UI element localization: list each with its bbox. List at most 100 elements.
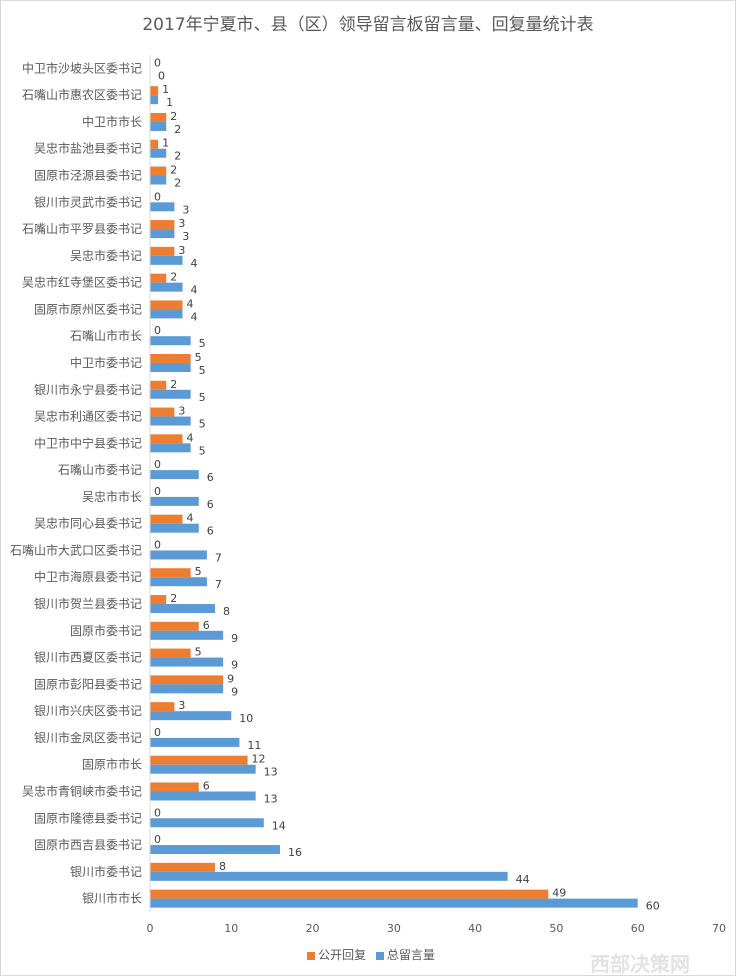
bar-total [150, 711, 232, 721]
category-label: 固原市西吉县委书记 [34, 837, 142, 852]
data-label-total: 3 [182, 230, 189, 243]
bar-total [150, 550, 207, 560]
bar-total [150, 389, 191, 399]
category-label: 吴忠市红寺堡区委书记 [22, 275, 142, 290]
bar-total [150, 657, 224, 667]
data-label-total: 44 [516, 873, 530, 886]
data-label-reply: 4 [187, 512, 194, 525]
category-label: 吴忠市盐池县委书记 [34, 141, 142, 156]
data-label-reply: 4 [187, 297, 194, 310]
x-tick-label: 50 [549, 922, 563, 935]
bar-reply [150, 353, 191, 363]
bar-reply [150, 568, 191, 578]
data-label-reply: 6 [203, 619, 210, 632]
category-label: 中卫市市长 [82, 114, 142, 129]
data-label-reply: 0 [154, 806, 161, 819]
category-label: 中卫市海原县委书记 [34, 569, 142, 584]
bar-reply [150, 782, 199, 792]
data-label-reply: 0 [154, 458, 161, 471]
bar-total [150, 175, 167, 185]
data-label-reply: 2 [170, 164, 177, 177]
data-label-reply: 2 [170, 378, 177, 391]
bar-reply [150, 273, 167, 283]
data-label-reply: 2 [170, 271, 177, 284]
data-label-reply: 0 [154, 485, 161, 498]
category-label: 石嘴山市平罗县委书记 [22, 221, 142, 236]
bar-reply [150, 514, 183, 524]
bar-total [150, 871, 508, 881]
data-label-total: 3 [182, 203, 189, 216]
category-label: 固原市泾源县委书记 [34, 168, 142, 183]
data-label-total: 5 [199, 364, 206, 377]
category-label: 中卫市委书记 [70, 355, 142, 370]
data-label-reply: 49 [552, 887, 566, 900]
data-label-reply: 0 [154, 324, 161, 337]
data-label-reply: 2 [170, 592, 177, 605]
data-label-total: 9 [231, 685, 238, 698]
bar-total [150, 845, 281, 855]
legend-label-total: 总留言量 [386, 948, 435, 962]
data-label-reply: 5 [195, 565, 202, 578]
bar-reply [150, 648, 191, 658]
bar-reply [150, 112, 167, 122]
data-label-reply: 0 [154, 726, 161, 739]
data-label-total: 60 [646, 900, 660, 913]
bar-total [150, 282, 183, 292]
bar-total [150, 229, 175, 239]
bar-total [150, 898, 638, 908]
category-label: 固原市彭阳县委书记 [34, 676, 142, 691]
data-label-reply: 0 [154, 538, 161, 551]
legend-swatch-total [375, 951, 384, 960]
data-label-total: 6 [207, 471, 214, 484]
data-label-total: 7 [215, 578, 222, 591]
category-label: 银川市灵武市委书记 [34, 194, 142, 209]
data-label-total: 7 [215, 551, 222, 564]
bar-reply [150, 434, 183, 444]
data-label-reply: 3 [178, 244, 185, 257]
bar-total [150, 362, 191, 372]
category-label: 银川市市长 [82, 891, 142, 906]
bar-total [150, 443, 191, 453]
data-label-total: 13 [264, 766, 278, 779]
legend-swatch-reply [307, 951, 316, 960]
data-label-total: 6 [207, 498, 214, 511]
bar-reply [150, 595, 167, 605]
category-label: 固原市隆德县委书记 [34, 810, 142, 825]
bar-reply [150, 86, 159, 96]
category-label: 吴忠市青铜峡市委书记 [22, 783, 142, 798]
category-label: 石嘴山市市长 [70, 328, 142, 343]
bar-reply [150, 166, 167, 176]
data-label-reply: 4 [187, 431, 194, 444]
x-tick-label: 70 [712, 922, 726, 935]
data-label-reply: 3 [178, 699, 185, 712]
data-label-reply: 1 [162, 83, 169, 96]
data-label-total: 5 [199, 418, 206, 431]
legend: 公开回复 总留言量 [0, 946, 736, 963]
data-label-total: 5 [199, 337, 206, 350]
data-label-reply: 3 [178, 217, 185, 230]
data-label-reply: 12 [252, 753, 266, 766]
x-tick-label: 60 [631, 922, 645, 935]
watermark-text: 西部决策网 [590, 952, 690, 976]
data-label-total: 5 [199, 444, 206, 457]
bar-reply [150, 702, 175, 712]
bar-total [150, 764, 256, 774]
bar-total [150, 737, 240, 747]
bar-total [150, 791, 256, 801]
category-label: 银川市委书记 [70, 864, 142, 879]
bar-reply [150, 220, 175, 230]
x-tick-label: 30 [387, 922, 401, 935]
data-label-reply: 2 [170, 110, 177, 123]
data-label-total: 13 [264, 792, 278, 805]
bar-total [150, 121, 167, 131]
category-label: 银川市金凤区委书记 [34, 730, 142, 745]
bar-total [150, 416, 191, 426]
category-label: 石嘴山市大武口区委书记 [10, 542, 142, 557]
bar-reply [150, 621, 199, 631]
x-tick-label: 20 [306, 922, 320, 935]
category-label: 固原市市长 [82, 757, 142, 772]
bar-reply [150, 862, 216, 872]
category-label: 银川市贺兰县委书记 [34, 596, 142, 611]
category-label: 中卫市中宁县委书记 [34, 435, 142, 450]
